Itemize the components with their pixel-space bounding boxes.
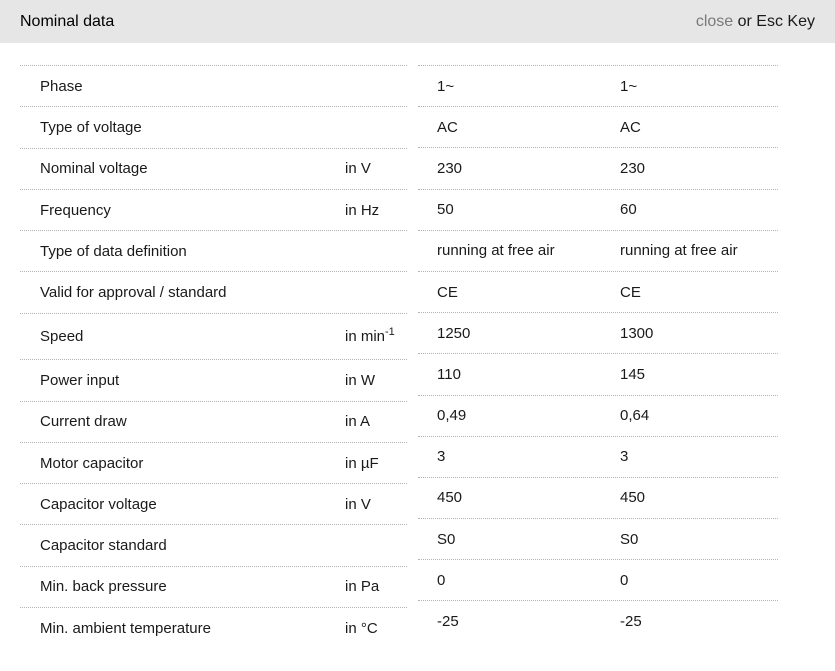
row-label: Type of voltage	[40, 118, 142, 136]
table-row-values: 3 3	[418, 435, 778, 477]
table-row: Power input in W	[20, 359, 407, 400]
table-row-values: 50 60	[418, 188, 778, 230]
row-value-2: 0	[620, 571, 629, 589]
nominal-data-table: Phase Type of voltage Nominal voltage in…	[20, 65, 835, 648]
row-unit: in W	[345, 372, 407, 389]
row-value-2: AC	[620, 118, 641, 136]
row-label: Valid for approval / standard	[40, 284, 227, 302]
table-row-values: running at free air running at free air	[418, 229, 778, 271]
row-unit-text: in Pa	[345, 578, 380, 596]
row-unit-text: in V	[345, 160, 371, 178]
row-label: Min. back pressure	[40, 578, 167, 596]
table-row-values: 1~ 1~	[418, 65, 778, 106]
row-label: Capacitor voltage	[40, 495, 157, 513]
row-unit-text: in V	[345, 495, 371, 513]
table-row-values: CE CE	[418, 270, 778, 312]
table-row-values: S0 S0	[418, 518, 778, 559]
row-label: Capacitor standard	[40, 537, 167, 555]
row-value-1: 3	[437, 448, 446, 466]
table-row-values: 1250 1300	[418, 312, 778, 353]
row-value-1: S0	[437, 530, 456, 548]
page-title: Nominal data	[20, 12, 115, 30]
labels-table: Phase Type of voltage Nominal voltage in…	[20, 65, 407, 648]
table-row-values: 230 230	[418, 147, 778, 188]
table-row-values: 110 145	[418, 353, 778, 394]
row-value-1: 1~	[437, 77, 455, 95]
row-label: Phase	[40, 77, 83, 95]
values-table: 1~ 1~ AC AC 230 230 50 60 running at fre…	[418, 65, 778, 648]
table-row: Current draw in A	[20, 400, 407, 442]
table-row: Type of voltage	[20, 106, 407, 147]
row-value-1: AC	[437, 118, 458, 136]
row-value-1: CE	[437, 283, 458, 301]
row-value-2: 450	[620, 489, 646, 507]
dialog-header: Nominal data close or Esc Key	[0, 0, 835, 43]
row-unit: in °C	[345, 620, 407, 637]
table-row: Capacitor standard	[20, 524, 407, 565]
close-button[interactable]: close	[695, 12, 734, 30]
row-unit: in A	[345, 413, 407, 430]
row-value-1: 230	[437, 159, 463, 177]
row-value-1: 1250	[437, 324, 471, 342]
row-unit: in µF	[345, 455, 407, 472]
row-value-1: 0	[437, 571, 446, 589]
table-gap	[407, 65, 418, 648]
row-unit-text: in Hz	[345, 201, 380, 219]
table-row: Phase	[20, 65, 407, 106]
row-value-2: 60	[620, 201, 637, 219]
row-value-2: 230	[620, 159, 646, 177]
close-controls: close or Esc Key	[696, 13, 815, 31]
table-row: Nominal voltage in V	[20, 147, 407, 189]
table-row-values: 0 0	[418, 559, 778, 600]
row-value-2: 1300	[620, 324, 654, 342]
row-unit-text: in °C	[345, 619, 378, 637]
table-row: Min. ambient temperature in °C	[20, 607, 407, 648]
row-label: Speed	[40, 328, 84, 346]
row-value-1: 50	[437, 201, 454, 219]
row-unit-text: in µF	[345, 454, 379, 472]
table-row: Speed in min-1	[20, 312, 407, 360]
row-value-1: -25	[437, 613, 459, 631]
row-unit-text: in A	[345, 413, 371, 431]
row-value-1: 0,49	[437, 407, 467, 425]
table-row: Min. back pressure in Pa	[20, 565, 407, 607]
row-value-1: 450	[437, 489, 463, 507]
row-unit-text: in min	[345, 328, 386, 346]
table-row: Frequency in Hz	[20, 188, 407, 230]
table-row: Motor capacitor in µF	[20, 441, 407, 483]
row-label: Current draw	[40, 413, 127, 431]
row-unit: in Pa	[345, 578, 407, 595]
row-value-2: 1~	[620, 77, 638, 95]
table-row-values: -25 -25	[418, 600, 778, 641]
row-value-2: CE	[620, 283, 641, 301]
row-value-1: 110	[437, 365, 461, 383]
row-label: Type of data definition	[40, 242, 187, 260]
row-label: Power input	[40, 371, 120, 389]
row-value-2: running at free air	[620, 242, 738, 260]
row-unit: in min-1	[345, 326, 407, 346]
esc-key-hint: or Esc Key	[733, 12, 815, 30]
row-label: Motor capacitor	[40, 454, 144, 472]
row-value-2: 0,64	[620, 407, 650, 425]
row-value-2: 145	[620, 365, 646, 383]
row-unit-text: in W	[345, 371, 375, 389]
row-label: Nominal voltage	[40, 160, 148, 178]
table-row-values: 0,49 0,64	[418, 394, 778, 436]
table-row-values: AC AC	[418, 106, 778, 147]
row-unit-superscript: -1	[385, 326, 395, 339]
row-label: Frequency	[40, 201, 111, 219]
row-value-2: -25	[620, 613, 642, 631]
row-unit: in V	[345, 160, 407, 177]
row-unit: in Hz	[345, 202, 407, 219]
table-row-values: 450 450	[418, 476, 778, 518]
row-value-1: running at free air	[437, 242, 555, 260]
row-unit: in V	[345, 496, 407, 513]
table-row: Type of data definition	[20, 230, 407, 271]
table-row: Valid for approval / standard	[20, 271, 407, 312]
row-value-2: S0	[620, 530, 639, 548]
table-row: Capacitor voltage in V	[20, 483, 407, 524]
row-label: Min. ambient temperature	[40, 619, 211, 637]
row-value-2: 3	[620, 448, 629, 466]
